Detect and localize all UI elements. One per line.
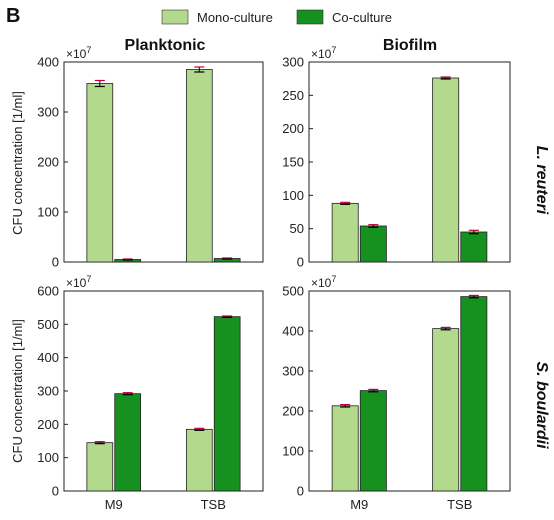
- legend-swatch-co: [296, 9, 324, 25]
- legend: Mono-culture Co-culture: [161, 9, 392, 25]
- y-tick-label: 0: [297, 484, 304, 499]
- x-tick-label-tsb: TSB: [447, 497, 472, 512]
- bar-mono-culture-m9: [86, 442, 114, 492]
- bar-co-culture-tsb: [460, 231, 488, 263]
- bar-co-culture-tsb: [460, 296, 488, 492]
- y-tick-label: 250: [282, 88, 304, 103]
- bar-co-culture-m9: [359, 225, 387, 263]
- y-tick-label: 500: [37, 317, 59, 332]
- x-tick-label-m9: M9: [105, 497, 123, 512]
- x-tick-label-m9: M9: [350, 497, 368, 512]
- y-tick-label: 200: [282, 404, 304, 419]
- y-tick-label: 400: [282, 324, 304, 339]
- bar-mono-culture-tsb: [432, 77, 460, 263]
- y-tick-label: 0: [52, 484, 59, 499]
- y-tick-label: 200: [37, 155, 59, 170]
- legend-label-mono: Mono-culture: [197, 10, 273, 25]
- bar-mono-culture-tsb: [432, 328, 460, 492]
- chart-panels: 0100200300400×107050100150200250300×1070…: [37, 45, 511, 512]
- y-tick-label: 200: [282, 121, 304, 136]
- bar-co-culture-m9: [114, 393, 142, 492]
- bar-mono-culture-m9: [331, 202, 359, 263]
- y-tick-label: 50: [290, 221, 304, 236]
- y-exponent-label: ×107: [311, 45, 336, 61]
- bar-co-culture-tsb: [213, 316, 241, 492]
- plot-frame: [308, 290, 511, 492]
- y-tick-label: 300: [282, 55, 304, 70]
- y-tick-label: 300: [37, 384, 59, 399]
- y-tick-label: 0: [297, 255, 304, 270]
- y-tick-label: 500: [282, 284, 304, 299]
- y-tick-label: 300: [37, 105, 59, 120]
- row-title-l-reuteri: L. reuteri: [533, 146, 550, 215]
- x-tick-label-tsb: TSB: [201, 497, 226, 512]
- y-tick-label: 100: [37, 205, 59, 220]
- y-exponent-label: ×107: [66, 45, 91, 61]
- y-tick-label: 150: [282, 155, 304, 170]
- y-exponent-label: ×107: [66, 274, 91, 290]
- panel-label: B: [6, 5, 20, 27]
- bar-mono-culture-m9: [331, 405, 359, 492]
- row-title-s-boulardii: S. boulardii: [533, 361, 550, 449]
- y-axis-label-bottom: CFU concentration [1/ml]: [10, 319, 25, 463]
- column-title-planktonic: Planktonic: [125, 37, 206, 54]
- y-tick-label: 300: [282, 364, 304, 379]
- bar-mono-culture-tsb: [185, 428, 213, 492]
- y-tick-label: 400: [37, 55, 59, 70]
- legend-label-co: Co-culture: [332, 10, 392, 25]
- chart-panel-l-reuteri-planktonic: 0 100 200 300 400 ×107: [37, 45, 264, 270]
- column-title-biofilm: Biofilm: [383, 37, 437, 54]
- chart-panel-s-boulardii-planktonic: 0 100 200 300 400 500 600 ×107 M9 TSB: [37, 274, 264, 512]
- y-tick-label: 200: [37, 417, 59, 432]
- y-tick-label: 0: [52, 255, 59, 270]
- y-tick-label: 400: [37, 350, 59, 365]
- bar-mono-culture-tsb: [185, 69, 213, 263]
- y-tick-label: 100: [37, 450, 59, 465]
- y-exponent-label: ×107: [311, 274, 336, 290]
- chart-panel-s-boulardii-biofilm: 0 100 200 300 400 500 ×107 M9 TSB: [282, 274, 511, 512]
- chart-panel-l-reuteri-biofilm: 0 50 100 150 200 250 300 ×107: [282, 45, 511, 270]
- bar-mono-culture-m9: [86, 83, 114, 263]
- bar-co-culture-m9: [359, 390, 387, 492]
- y-axis-label-top: CFU concentration [1/ml]: [10, 91, 25, 235]
- legend-swatch-mono: [161, 9, 189, 25]
- y-tick-label: 100: [282, 444, 304, 459]
- y-tick-label: 100: [282, 188, 304, 203]
- y-tick-label: 600: [37, 284, 59, 299]
